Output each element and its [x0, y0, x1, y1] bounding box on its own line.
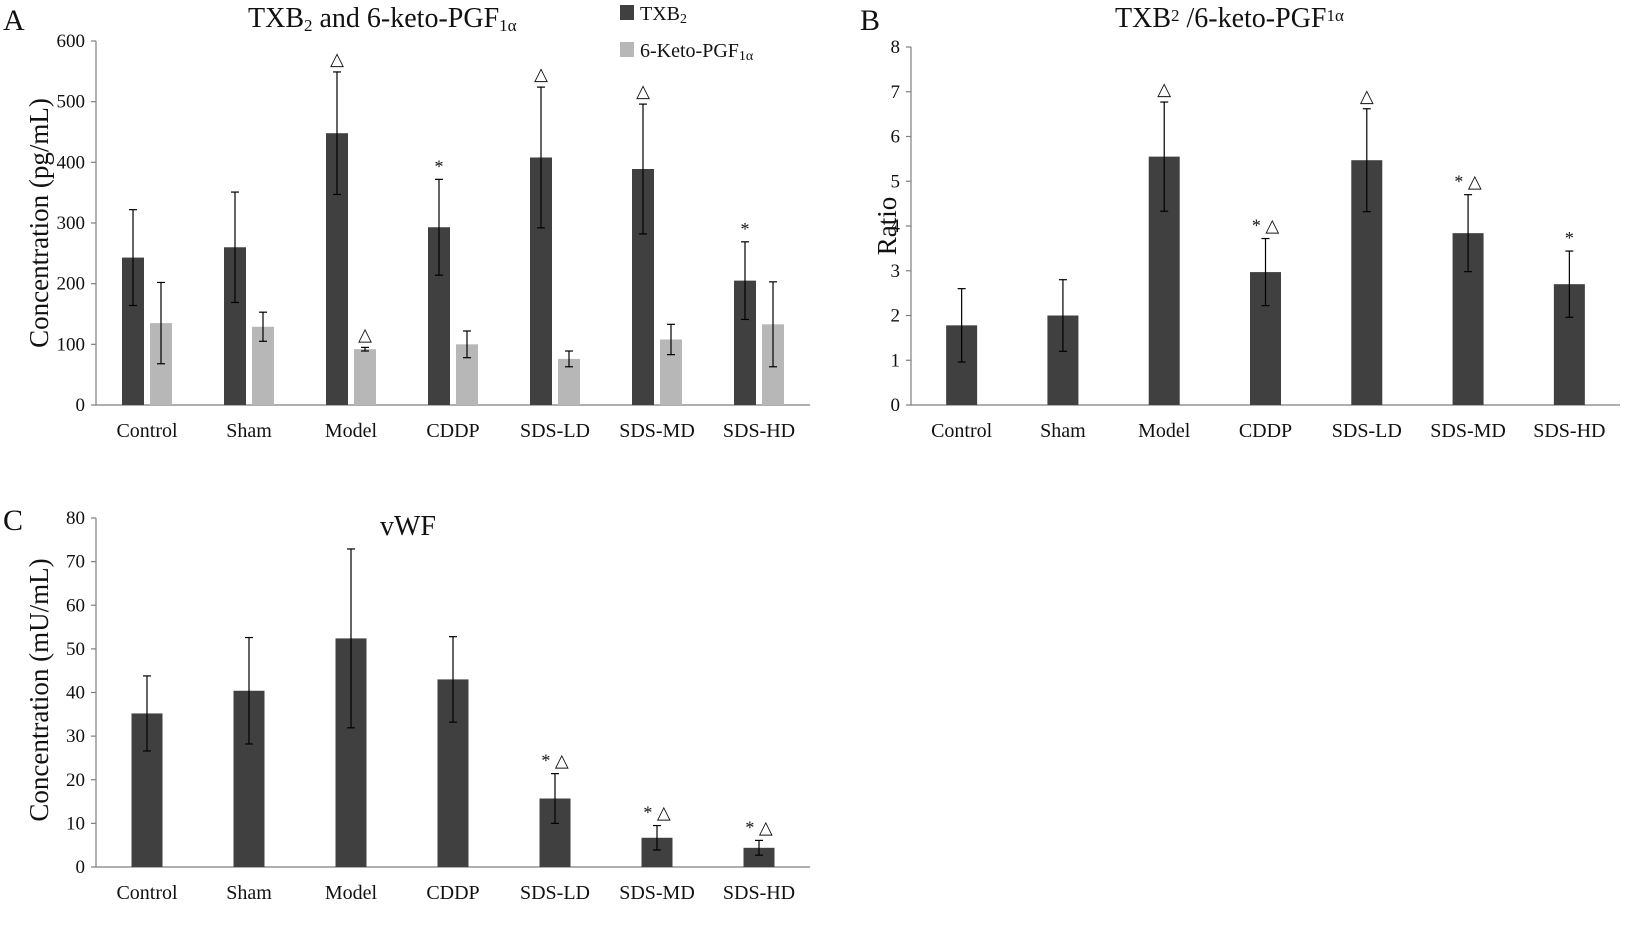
panel-c-y-tick-label: 40 [66, 683, 85, 704]
panel-b-x-tick-label-model: Model [1138, 420, 1191, 442]
panel-a-x-tick-label-sds-ld: SDS-LD [520, 420, 590, 442]
panel-a-plot: 0 100 200 300 400 500 600 Control Sham Model CDDP S… [57, 31, 810, 442]
panel-a-significance-mark: △ [358, 324, 372, 344]
panel-b-significance-mark: * △ [1252, 216, 1280, 236]
panel-a-y-tick-label: 400 [57, 152, 86, 173]
legend-label-6-keto-pgf1a: 6-Keto-PGF1α [640, 40, 754, 64]
panel-c-letter: C [3, 504, 23, 537]
panel-a-bar-6-keto-pgf1-model [354, 349, 376, 405]
panel-a-significance-mark: △ [636, 81, 650, 101]
panel-c-significance-mark: * △ [745, 817, 773, 837]
panel-b-x-tick-label-sds-hd: SDS-HD [1533, 420, 1605, 442]
panel-c-y-tick-label: 70 [66, 552, 85, 573]
panel-a-bar-6-keto-pgf1-sds-ld [558, 358, 580, 405]
panel-b-y-axis-label: Ratio [872, 197, 902, 256]
panel-c-x-tick-label-model: Model [325, 882, 378, 904]
panel-c-y-tick-label: 30 [66, 726, 85, 747]
panel-c-y-tick-label: 80 [66, 508, 85, 529]
panel-a-bar-txb2-sds-md [632, 169, 654, 405]
panel-a-significance-mark: * [741, 219, 750, 239]
panel-b-title: TXB2 /6-keto-PGF1α [1115, 3, 1344, 34]
legend-swatch-6-keto-pgf1a [620, 42, 634, 57]
panel-a-bar-txb2-model [326, 133, 348, 406]
panel-c-plot: 0 10 20 30 40 50 60 70 80 Control Sham Model CDDP SDS… [66, 508, 810, 904]
panel-c: C vWF Concentration (mU/mL) 0 10 20 30 40 50 6… [3, 504, 810, 904]
panel-b-significance-mark: * [1565, 228, 1574, 248]
panel-a-letter: A [3, 4, 25, 37]
panel-c-y-tick-label: 0 [76, 857, 86, 878]
panel-b-significance-mark: △ [1157, 79, 1171, 99]
panel-a-x-tick-label-sds-hd: SDS-HD [723, 420, 795, 442]
panel-c-y-tick-label: 10 [66, 813, 85, 834]
panel-a-x-tick-label-cddp: CDDP [426, 420, 479, 442]
panel-a-y-tick-label: 300 [57, 213, 86, 234]
panel-a-x-tick-label-model: Model [325, 420, 378, 442]
panel-c-title: vWF [380, 511, 436, 542]
panel-b-letter: B [860, 4, 880, 37]
panel-a-y-axis-label: Concentration (pg/mL) [24, 98, 54, 348]
panel-b-x-tick-label-sham: Sham [1040, 420, 1086, 442]
panel-c-x-tick-label-sds-ld: SDS-LD [520, 882, 590, 904]
panel-a-significance-mark: △ [330, 49, 344, 69]
panel-b-x-tick-label-sds-md: SDS-MD [1430, 420, 1506, 442]
panel-a-x-tick-label-control: Control [116, 420, 178, 442]
panel-a-y-tick-label: 500 [57, 92, 86, 113]
panel-a-bar-txb2-sds-hd [734, 280, 756, 405]
panel-c-y-axis-label: Concentration (mU/mL) [24, 558, 54, 821]
panel-a-bar-txb2-control [122, 257, 144, 405]
panel-c-x-tick-label-cddp: CDDP [426, 882, 479, 904]
panel-a-bar-6-keto-pgf1-cddp [456, 344, 478, 405]
panel-a-bar-txb2-sham [224, 247, 246, 405]
panel-c-significance-mark: * △ [643, 803, 671, 823]
panel-a-bar-txb2-cddp [428, 227, 450, 405]
panel-b-y-tick-label: 4 [891, 216, 901, 237]
legend-swatch-txb2 [620, 5, 634, 20]
panel-a-bar-txb2-sds-ld [530, 157, 552, 405]
panel-a-bar-6-keto-pgf1-sds-md [660, 339, 682, 405]
panel-c-x-tick-label-sham: Sham [226, 882, 272, 904]
panel-b-y-tick-label: 2 [891, 306, 901, 327]
panel-a: A TXB2 and 6-keto-PGF1α Concentration (p… [3, 3, 810, 442]
panel-a-y-tick-label: 200 [57, 274, 86, 295]
panel-a-x-tick-label-sham: Sham [226, 420, 272, 442]
panel-b-significance-mark: △ [1360, 86, 1374, 106]
panel-b-x-tick-label-cddp: CDDP [1239, 420, 1292, 442]
panel-a-legend: TXB2 6-Keto-PGF1α [620, 3, 754, 64]
panel-c-bar-vwf-sds-hd [743, 847, 775, 867]
panel-b: B TXB2 /6-keto-PGF1α Ratio 0 1 2 3 4 5 6 7 8 Cont… [860, 3, 1620, 442]
panel-a-y-tick-label: 600 [57, 31, 86, 52]
panel-a-y-tick-label: 0 [76, 395, 86, 416]
panel-b-y-tick-label: 8 [891, 37, 901, 58]
panel-b-significance-mark: * △ [1454, 172, 1482, 192]
panel-c-y-tick-label: 50 [66, 639, 85, 660]
legend-label-txb2: TXB2 [640, 3, 687, 27]
panel-a-title: TXB2 and 6-keto-PGF1α [248, 3, 517, 35]
panel-c-significance-mark: * △ [541, 751, 569, 771]
panel-b-x-tick-label-control: Control [931, 420, 993, 442]
panel-c-x-tick-label-control: Control [116, 882, 178, 904]
panel-a-significance-mark: * [435, 156, 444, 176]
panel-a-x-tick-label-sds-md: SDS-MD [619, 420, 695, 442]
panel-a-bar-6-keto-pgf1-sham [252, 326, 274, 405]
panel-c-y-tick-label: 20 [66, 770, 85, 791]
panel-b-y-tick-label: 3 [891, 261, 901, 282]
panel-b-y-tick-label: 1 [891, 350, 901, 371]
panel-b-plot: 0 1 2 3 4 5 6 7 8 Control Sham Model CDDP SDS-LD SDS-M… [891, 37, 1620, 442]
panel-c-y-tick-label: 60 [66, 595, 85, 616]
panel-b-x-tick-label-sds-ld: SDS-LD [1332, 420, 1402, 442]
panel-b-y-tick-label: 6 [891, 127, 901, 148]
panel-c-x-tick-label-sds-md: SDS-MD [619, 882, 695, 904]
panel-a-significance-mark: △ [534, 64, 548, 84]
panel-b-y-tick-label: 5 [891, 171, 901, 192]
panel-c-x-tick-label-sds-hd: SDS-HD [723, 882, 795, 904]
panel-b-y-tick-label: 0 [891, 395, 901, 416]
panel-b-y-tick-label: 7 [891, 82, 901, 103]
panel-a-y-tick-label: 100 [57, 334, 86, 355]
